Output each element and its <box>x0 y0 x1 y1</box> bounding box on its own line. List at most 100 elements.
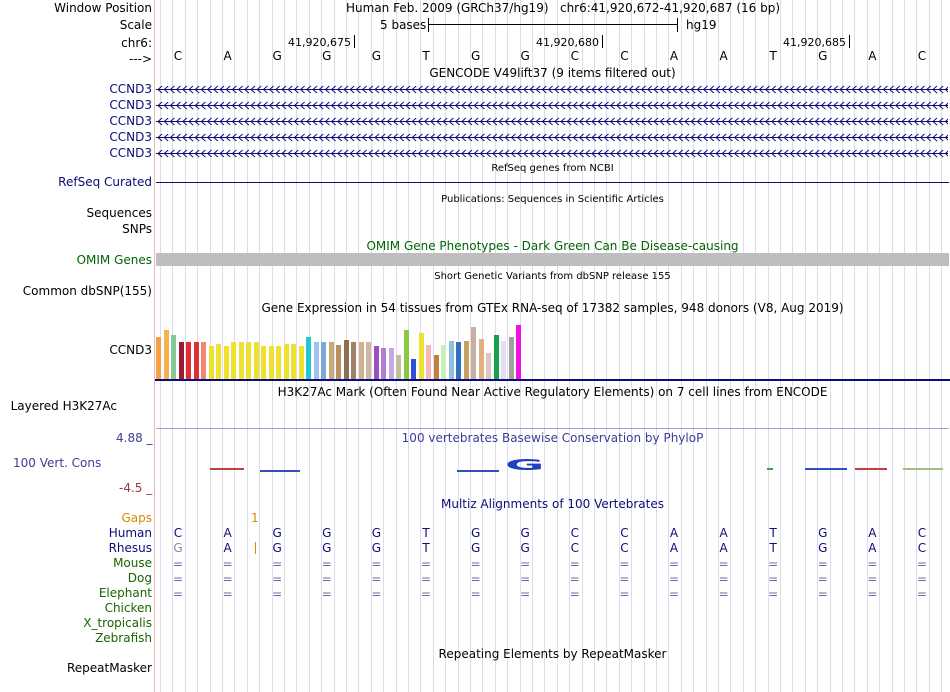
gencode-transcript-strand[interactable] <box>156 132 948 143</box>
alignment-dash: = <box>222 557 233 571</box>
h3k27ac-track-title[interactable]: H3K27Ac Mark (Often Found Near Active Re… <box>277 385 828 399</box>
gencode-transcript-label[interactable]: CCND3 <box>109 130 152 144</box>
gtex-tissue-bar[interactable] <box>396 355 401 379</box>
gencode-track-title[interactable]: GENCODE V49lift37 (9 items filtered out) <box>429 66 676 80</box>
gtex-tissue-bar[interactable] <box>254 342 259 379</box>
gtex-tissue-bar[interactable] <box>501 341 506 379</box>
gtex-tissue-bar[interactable] <box>404 330 409 379</box>
gencode-transcript-strand[interactable] <box>156 84 948 95</box>
conservation-label[interactable]: 100 Vert. Cons <box>13 456 102 470</box>
species-label-rhesus[interactable]: Rhesus <box>108 541 152 555</box>
omim-feature-bar[interactable] <box>156 253 949 266</box>
gtex-tissue-bar[interactable] <box>509 337 514 379</box>
omim-track-title[interactable]: OMIM Gene Phenotypes - Dark Green Can Be… <box>366 239 739 253</box>
gtex-tissue-bar[interactable] <box>336 345 341 379</box>
gtex-tissue-bar[interactable] <box>411 359 416 379</box>
refseq-label[interactable]: RefSeq Curated <box>58 175 152 189</box>
rhesus-aligned-base: A <box>719 541 728 555</box>
gtex-tissue-bar[interactable] <box>194 342 199 379</box>
grid-line <box>470 0 471 692</box>
h3k27ac-label[interactable]: Layered H3K27Ac <box>10 399 117 413</box>
repeatmasker-track-title[interactable]: Repeating Elements by RepeatMasker <box>438 647 667 661</box>
species-label-human[interactable]: Human <box>108 526 152 540</box>
dbsnp-label[interactable]: Common dbSNP(155) <box>22 284 152 298</box>
gtex-tissue-bar[interactable] <box>479 339 484 379</box>
gtex-tissue-bar[interactable] <box>456 342 461 379</box>
gtex-tissue-bar[interactable] <box>291 344 296 379</box>
gtex-tissue-bar[interactable] <box>209 346 214 379</box>
species-label-zebrafish[interactable]: Zebrafish <box>95 631 152 645</box>
window-coordinates[interactable]: chr6:41,920,672-41,920,687 (16 bp) <box>559 1 781 15</box>
gtex-tissue-bar[interactable] <box>179 342 184 379</box>
gtex-tissue-bar[interactable] <box>306 337 311 379</box>
gtex-tissue-bar[interactable] <box>239 342 244 379</box>
gencode-transcript-label[interactable]: CCND3 <box>109 98 152 112</box>
gtex-tissue-bar[interactable] <box>201 342 206 379</box>
gtex-tissue-bar[interactable] <box>434 355 439 379</box>
publications-sequences-label[interactable]: Sequences <box>86 206 152 220</box>
gtex-tissue-bar[interactable] <box>516 325 521 379</box>
gtex-tissue-bar[interactable] <box>299 346 304 379</box>
gtex-tissue-bar[interactable] <box>224 346 229 379</box>
human-aligned-base: G <box>322 526 332 540</box>
gtex-tissue-bar[interactable] <box>471 327 476 379</box>
gtex-tissue-bar[interactable] <box>216 344 221 379</box>
gtex-tissue-bar[interactable] <box>494 335 499 379</box>
gtex-tissue-bar[interactable] <box>426 345 431 379</box>
ruler-tick-1 <box>354 35 355 48</box>
grid-line <box>743 0 744 692</box>
gtex-tissue-bar[interactable] <box>171 335 176 379</box>
gencode-transcript-label[interactable]: CCND3 <box>109 82 152 96</box>
gtex-tissue-bar[interactable] <box>419 333 424 379</box>
multiz-track-title[interactable]: Multiz Alignments of 100 Vertebrates <box>440 497 665 511</box>
rhesus-aligned-base: G <box>520 541 530 555</box>
publications-snps-label[interactable]: SNPs <box>122 222 152 236</box>
rhesus-aligned-base: T <box>769 541 777 555</box>
gtex-tissue-bar[interactable] <box>374 346 379 379</box>
species-label-x-tropicalis[interactable]: X_tropicalis <box>83 616 152 630</box>
publications-track-title[interactable]: Publications: Sequences in Scientific Ar… <box>441 194 664 205</box>
gtex-tissue-bar[interactable] <box>464 341 469 379</box>
gtex-tissue-bar[interactable] <box>186 342 191 379</box>
gtex-tissue-bar[interactable] <box>329 342 334 379</box>
dbsnp-track-title[interactable]: Short Genetic Variants from dbSNP releas… <box>434 271 671 282</box>
gtex-tissue-bar[interactable] <box>231 342 236 379</box>
gtex-track-title[interactable]: Gene Expression in 54 tissues from GTEx … <box>261 301 844 315</box>
gtex-tissue-bar[interactable] <box>351 342 356 379</box>
gtex-tissue-bar[interactable] <box>321 342 326 379</box>
species-label-mouse[interactable]: Mouse <box>113 556 152 570</box>
gtex-tissue-bar[interactable] <box>164 330 169 379</box>
gtex-tissue-bar[interactable] <box>366 342 371 379</box>
conservation-track-title[interactable]: 100 vertebrates Basewise Conservation by… <box>401 431 704 445</box>
gtex-tissue-bar[interactable] <box>261 346 266 379</box>
gtex-tissue-bar[interactable] <box>389 348 394 379</box>
scale-bar-left-tick <box>428 18 429 32</box>
species-label-elephant[interactable]: Elephant <box>98 586 152 600</box>
gtex-tissue-bar[interactable] <box>486 353 491 379</box>
gtex-tissue-bar[interactable] <box>284 344 289 379</box>
gtex-tissue-bar[interactable] <box>449 341 454 379</box>
gtex-tissue-bar[interactable] <box>276 346 281 379</box>
gtex-tissue-bar[interactable] <box>156 337 161 379</box>
gencode-transcript-strand[interactable] <box>156 148 948 159</box>
gtex-tissue-bar[interactable] <box>441 345 446 379</box>
species-label-chicken[interactable]: Chicken <box>104 601 152 615</box>
omim-label[interactable]: OMIM Genes <box>76 253 152 267</box>
gencode-transcript-strand[interactable] <box>156 116 948 127</box>
refseq-gene-line[interactable] <box>156 182 949 183</box>
gencode-transcript-label[interactable]: CCND3 <box>109 146 152 160</box>
refseq-track-title[interactable]: RefSeq genes from NCBI <box>491 163 614 174</box>
gtex-tissue-bar[interactable] <box>381 348 386 379</box>
gaps-label[interactable]: Gaps <box>121 511 152 525</box>
gtex-tissue-bar[interactable] <box>359 342 364 379</box>
gtex-tissue-bar[interactable] <box>246 342 251 379</box>
gencode-transcript-strand[interactable] <box>156 100 948 111</box>
gencode-transcript-label[interactable]: CCND3 <box>109 114 152 128</box>
gtex-tissue-bar[interactable] <box>314 342 319 379</box>
gtex-tissue-bar[interactable] <box>269 346 274 379</box>
gtex-tissue-bar[interactable] <box>344 340 349 379</box>
species-label-dog[interactable]: Dog <box>127 571 152 585</box>
repeatmasker-label[interactable]: RepeatMasker <box>66 661 152 675</box>
alignment-dash: = <box>668 557 680 571</box>
gtex-label[interactable]: CCND3 <box>109 343 152 357</box>
